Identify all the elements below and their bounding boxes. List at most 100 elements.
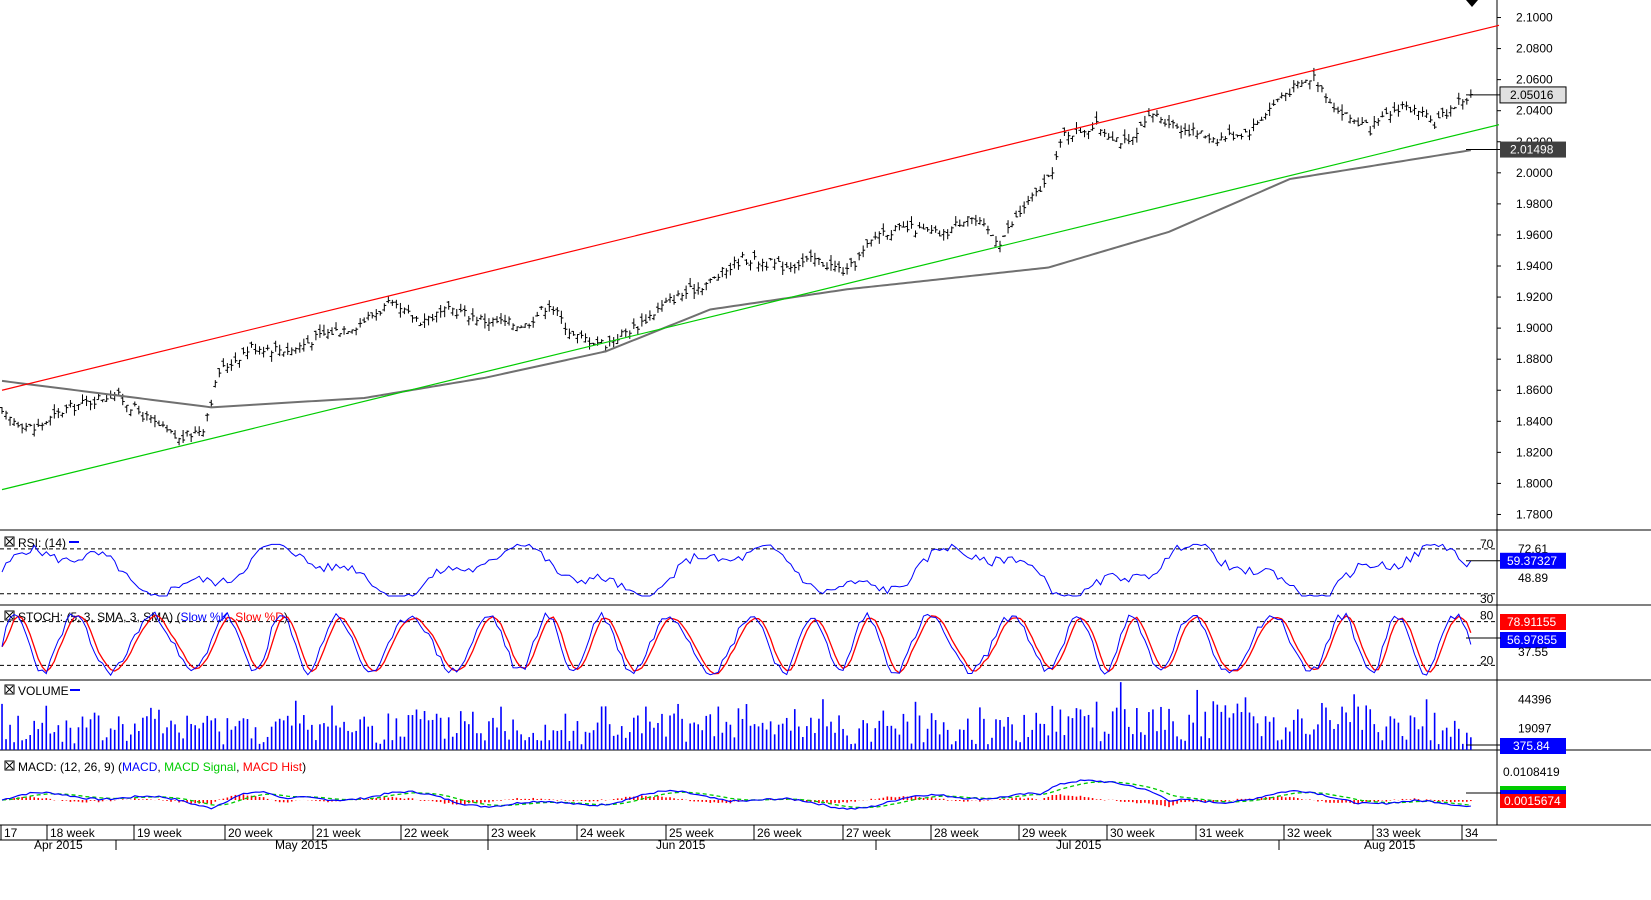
price-tick-label: 1.9200 xyxy=(1516,290,1553,304)
svg-text:MACD: (12, 26, 9) (MACD: MACD: (12, 26, 9) (MACD, MACD Signal, MA… xyxy=(18,760,306,774)
volume-value-label: 375.84 xyxy=(1513,739,1550,753)
week-label: 21 week xyxy=(316,826,362,840)
volume-close-icon[interactable] xyxy=(4,684,15,695)
price-tick-label: 1.8000 xyxy=(1516,476,1553,490)
lower-channel-line xyxy=(1,124,1500,491)
svg-text:STOCH: (5, 3, SMA, 3, SMA): STOCH: (5, 3, SMA, 3, SMA) (Slow %K, Slo… xyxy=(18,610,288,624)
week-label: 20 week xyxy=(228,826,274,840)
stoch-d-label: 56.97855 xyxy=(1507,633,1557,647)
macd-panel: MACD: (12, 26, 9) (MACD, MACD Signal, MA… xyxy=(1,760,1566,810)
macd-legend-hist: MACD Hist xyxy=(243,760,303,774)
week-label: 32 week xyxy=(1287,826,1333,840)
week-label: 22 week xyxy=(404,826,450,840)
ma-value-label: 2.01498 xyxy=(1510,143,1554,157)
week-label: 33 week xyxy=(1376,826,1422,840)
week-label: 34 xyxy=(1465,826,1479,840)
rsi-title: RSI: (14) xyxy=(18,536,66,550)
moving-average-line xyxy=(1,149,1472,409)
macd-value-box xyxy=(1500,794,1566,808)
last-price-label: 2.05016 xyxy=(1510,88,1554,102)
month-label: Jul 2015 xyxy=(1056,838,1102,852)
macd-line xyxy=(1,779,1471,810)
macd-signal-marker xyxy=(1500,786,1566,790)
macd-axis: 0.0108419 0.0015674 xyxy=(1466,765,1566,808)
rsi-value-label: 59.37327 xyxy=(1507,554,1557,568)
macd-title: MACD: (12, 26, 9) xyxy=(18,760,115,774)
price-tick-label: 1.8400 xyxy=(1516,414,1553,428)
rsi-axis: 72.61 48.89 59.37327 xyxy=(1466,542,1566,585)
week-label: 28 week xyxy=(934,826,980,840)
macd-legend-macd: MACD xyxy=(122,760,158,774)
rsi-levels: 70 30 xyxy=(0,537,1497,606)
price-tick-label: 1.9800 xyxy=(1516,197,1553,211)
ma-value-box xyxy=(1500,141,1566,158)
stoch-d-line xyxy=(1,614,1472,675)
week-label: 17 xyxy=(4,826,18,840)
price-tick-label: 1.9400 xyxy=(1516,259,1553,273)
week-label: 23 week xyxy=(491,826,537,840)
month-label: May 2015 xyxy=(275,838,328,852)
price-tick-label: 2.0000 xyxy=(1516,166,1553,180)
time-axis: 17 18 week 19 week 20 week 21 week 22 week 23 … xyxy=(0,825,1497,852)
week-label: 30 week xyxy=(1110,826,1156,840)
stoch-title: STOCH: (5, 3, SMA, 3, SMA) xyxy=(18,610,173,624)
upper-channel-line xyxy=(1,24,1500,391)
volume-bars xyxy=(1,682,1472,750)
macd-value-label: 0.0015674 xyxy=(1504,794,1561,808)
price-tick-label: 2.1000 xyxy=(1516,11,1553,25)
volume-axis-label: 19097 xyxy=(1518,721,1552,735)
month-label: Aug 2015 xyxy=(1364,838,1416,852)
week-label: 25 week xyxy=(669,826,715,840)
stoch-legend-k: Slow %K xyxy=(181,610,229,624)
rsi-panel: RSI: (14) 70 30 72.61 48.89 59.37327 xyxy=(0,536,1566,606)
stoch-legend-d: Slow %D xyxy=(235,610,284,624)
macd-line-marker xyxy=(1500,790,1566,794)
volume-panel: VOLUME 44396 19097 375.84 xyxy=(1,682,1566,754)
stoch-k-line xyxy=(1,611,1472,677)
price-tick-label: 2.0800 xyxy=(1516,42,1553,56)
volume-axis: 44396 19097 375.84 xyxy=(1466,693,1566,754)
price-tick-label: 1.7800 xyxy=(1516,507,1553,521)
price-tick-label: 1.9000 xyxy=(1516,321,1553,335)
stoch-d-box xyxy=(1500,632,1566,648)
rsi-axis-label: 48.89 xyxy=(1518,571,1548,585)
month-label: Jun 2015 xyxy=(656,838,706,852)
price-tick-label: 1.8200 xyxy=(1516,445,1553,459)
scroll-marker-icon[interactable] xyxy=(1466,0,1478,7)
macd-legend-signal: MACD Signal xyxy=(164,760,236,774)
volume-title: VOLUME xyxy=(18,684,69,698)
rsi-value-box xyxy=(1500,552,1566,569)
stoch-level-label: 80 xyxy=(1480,609,1494,623)
rsi-close-icon[interactable] xyxy=(4,536,15,547)
price-axis: 2.10002.08002.06002.04002.02002.00001.98… xyxy=(1466,11,1567,521)
volume-value-box xyxy=(1500,738,1566,754)
macd-signal-line xyxy=(1,781,1471,809)
stoch-level-label: 20 xyxy=(1480,653,1494,667)
price-tick-label: 2.0400 xyxy=(1516,104,1553,118)
macd-axis-label: 0.0108419 xyxy=(1503,765,1560,779)
week-label: 29 week xyxy=(1022,826,1068,840)
price-tick-label: 1.8800 xyxy=(1516,352,1553,366)
stoch-panel: STOCH: (5, 3, SMA, 3, SMA) (Slow %K, Slo… xyxy=(0,609,1566,677)
stoch-k-label: 78.91155 xyxy=(1507,615,1556,629)
last-price-box xyxy=(1499,86,1567,104)
rsi-level-label: 30 xyxy=(1480,592,1494,606)
week-label: 26 week xyxy=(757,826,803,840)
rsi-axis-label: 72.61 xyxy=(1518,542,1548,556)
rsi-level-label: 70 xyxy=(1480,537,1494,551)
volume-axis-label: 44396 xyxy=(1518,693,1552,707)
candlesticks xyxy=(0,67,1473,446)
month-label: Apr 2015 xyxy=(34,838,83,852)
price-panel: 2.10002.08002.06002.04002.02002.00001.98… xyxy=(0,0,1567,521)
week-label: 24 week xyxy=(580,826,626,840)
macd-close-icon[interactable] xyxy=(4,760,15,771)
stoch-levels: 80 20 xyxy=(0,609,1497,667)
week-label: 19 week xyxy=(137,826,183,840)
stoch-k-box xyxy=(1500,614,1566,630)
price-tick-label: 1.9600 xyxy=(1516,228,1553,242)
stoch-axis-label: 37.55 xyxy=(1518,645,1548,659)
week-label: 18 week xyxy=(50,826,96,840)
